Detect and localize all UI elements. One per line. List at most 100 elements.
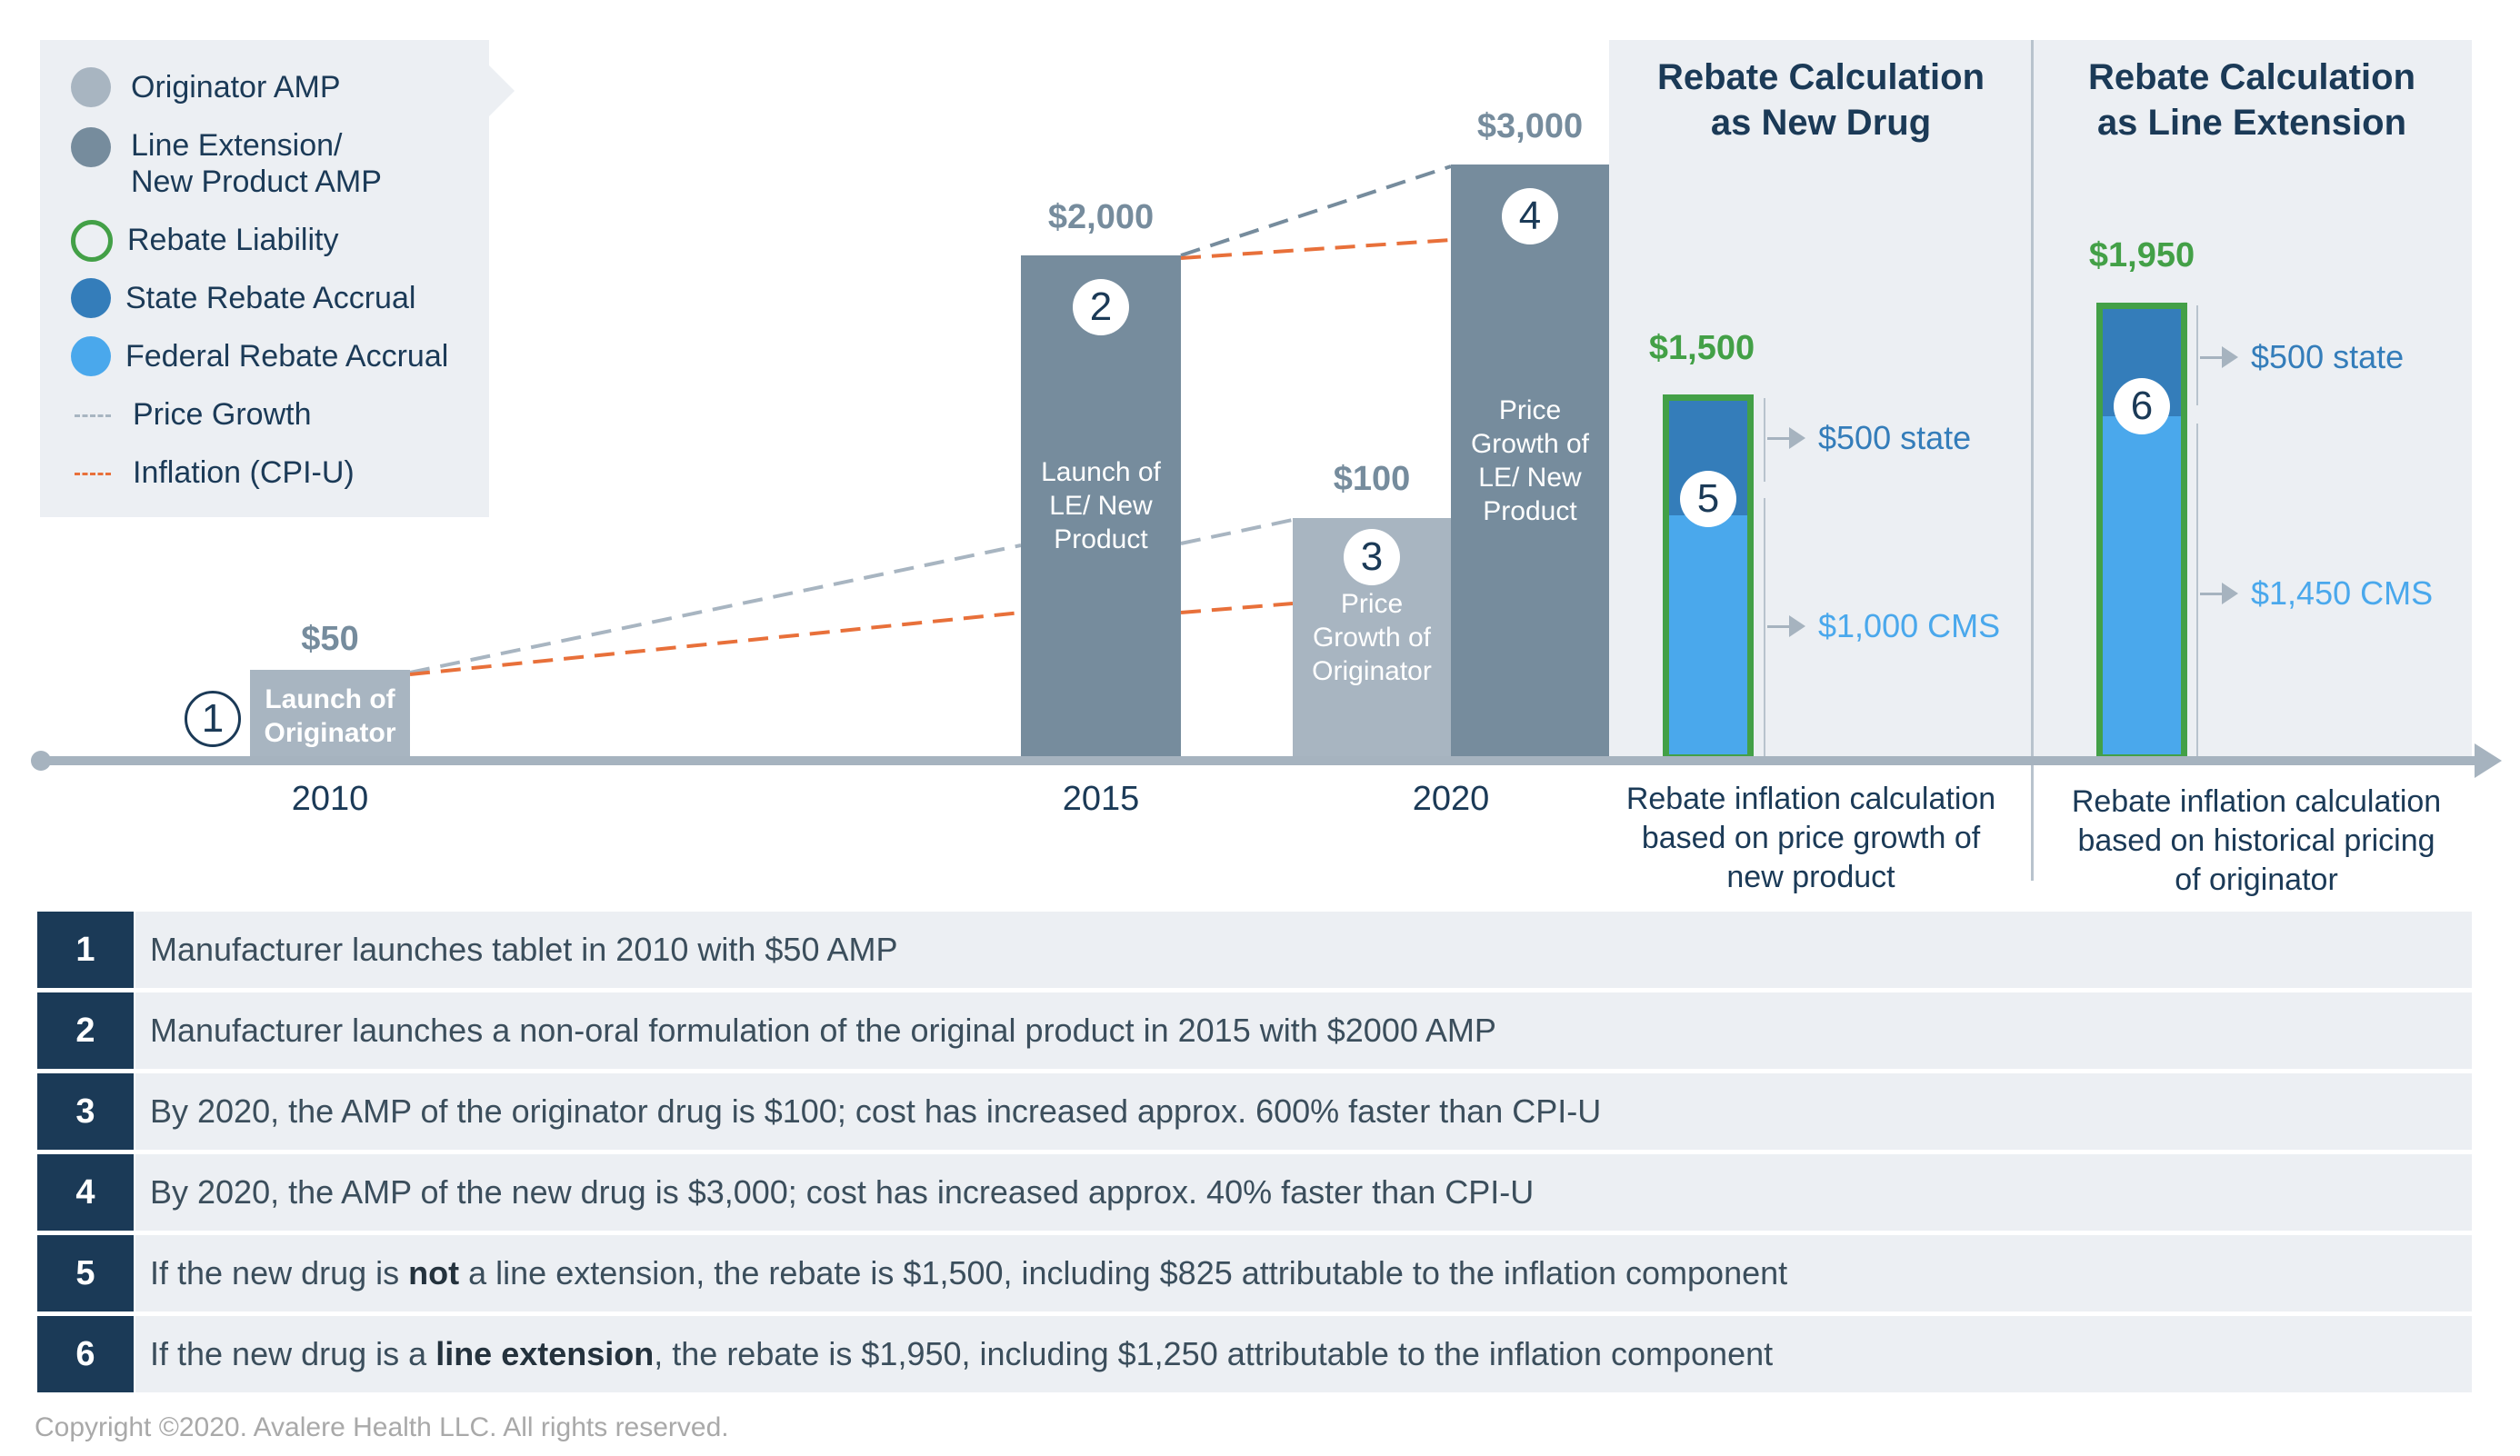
row-text-part: a line extension, the rebate is $1,500, … — [459, 1254, 1788, 1291]
price-label-new-product-2020: $3,000 — [1476, 107, 1584, 145]
row-text: Manufacturer launches tablet in 2010 wit… — [135, 912, 2472, 988]
row-number: 3 — [37, 1073, 134, 1150]
bar-caption-line: Originator — [1312, 656, 1432, 686]
legend-pointer — [489, 65, 515, 116]
state-amount-label: $500 state — [2251, 338, 2405, 375]
state-amount-label: $500 state — [1818, 419, 1972, 456]
table-row: 2 Manufacturer launches a non-oral formu… — [37, 992, 2472, 1069]
legend-label: Rebate Liability — [127, 223, 339, 257]
state-bracket — [1764, 398, 1765, 482]
step-marker-5: 5 — [1680, 471, 1736, 527]
bar-caption-line: Originator — [264, 718, 396, 748]
bar-caption: Price Growth of Originator — [1293, 587, 1451, 688]
bar-caption-line: Product — [1483, 496, 1577, 526]
panel-title-line: Rebate Calculation — [2087, 57, 2416, 97]
bar-caption-line: Growth of — [1470, 429, 1590, 459]
row-text: If the new drug is a line extension, the… — [135, 1316, 2472, 1392]
bar-caption-line: Product — [1054, 524, 1148, 554]
rebate-bar-line-extension — [2096, 303, 2187, 761]
panel-title-line: Rebate Calculation — [1656, 57, 1985, 97]
arrow-icon — [2200, 355, 2222, 359]
bar-caption-line: Growth of — [1312, 623, 1432, 653]
footnote-line: new product — [1726, 860, 1895, 894]
bar-caption-line: Price — [1498, 395, 1562, 425]
line-extension-swatch-icon — [71, 127, 111, 167]
legend-label: Price Growth — [133, 397, 312, 432]
legend-item-rebate-liability: Rebate Liability — [71, 220, 338, 262]
legend-label: Line Extension/New Product AMP — [131, 127, 382, 200]
table-row: 1 Manufacturer launches tablet in 2010 w… — [37, 912, 2472, 988]
bar-caption-line: LE/ New — [1049, 491, 1153, 521]
arrow-icon — [2200, 592, 2222, 595]
legend-item-originator-amp: Originator AMP — [71, 67, 341, 107]
row-text: By 2020, the AMP of the originator drug … — [135, 1073, 2472, 1150]
legend-label-line2: New Product AMP — [131, 165, 382, 199]
bar-caption-line: Launch of — [1041, 457, 1161, 487]
callout-federal-new-drug: $1,000 CMS — [1767, 607, 2000, 645]
federal-bracket — [1764, 498, 1765, 761]
callout-federal-line-extension: $1,450 CMS — [2200, 574, 2433, 613]
arrow-icon — [1767, 624, 1789, 628]
rebate-liability-swatch-icon — [71, 220, 113, 262]
bar-caption-line: Price — [1340, 589, 1404, 619]
row-text-part: , the rebate is $1,950, including $1,250… — [654, 1335, 1774, 1372]
row-text-part: Manufacturer launches a non-oral formula… — [150, 1012, 1496, 1049]
year-label-2010: 2010 — [291, 780, 369, 818]
panel-footnote-new-drug: Rebate inflation calculation based on pri… — [1602, 780, 2020, 897]
panel-divider — [2031, 40, 2034, 881]
footnote-line: Rebate inflation calculation — [1625, 782, 1996, 816]
bar-launch-of-originator: Launch of Originator — [250, 670, 410, 761]
table-row: 6 If the new drug is a line extension, t… — [37, 1316, 2472, 1392]
row-text-part: If the new drug is a — [150, 1335, 436, 1372]
arrow-head-icon — [1789, 615, 1805, 637]
bar-caption-line: Launch of — [265, 684, 395, 714]
step-marker-2: 2 — [1073, 279, 1129, 335]
legend-item-state-rebate: State Rebate Accrual — [71, 278, 415, 318]
panel-title-new-drug: Rebate Calculation as New Drug — [1621, 55, 2021, 145]
price-label-2010: $50 — [301, 620, 359, 658]
rebate-total-new-drug: $1,500 — [1648, 329, 1755, 367]
federal-amount-label: $1,450 CMS — [2251, 574, 2434, 612]
panel-footnote-line-extension: Rebate inflation calculation based on his… — [2047, 783, 2465, 900]
federal-amount-label: $1,000 CMS — [1818, 607, 2001, 644]
row-text-part: By 2020, the AMP of the new drug is $3,0… — [150, 1173, 1535, 1211]
row-text: Manufacturer launches a non-oral formula… — [135, 992, 2472, 1069]
legend: Originator AMP Line Extension/New Produc… — [40, 40, 489, 517]
callout-state-line-extension: $500 state — [2200, 338, 2404, 376]
legend-label: State Rebate Accrual — [125, 281, 416, 315]
footnote-line: Rebate inflation calculation — [2071, 784, 2442, 819]
step-marker-4: 4 — [1502, 188, 1558, 244]
year-label-2020: 2020 — [1412, 780, 1490, 818]
row-text-emphasis: not — [408, 1254, 460, 1291]
legend-label-line1: Line Extension/ — [131, 128, 343, 163]
timeline-axis — [42, 756, 2478, 765]
step-marker-3: 3 — [1344, 529, 1400, 585]
bar-caption: Price Growth of LE/ New Product — [1451, 394, 1609, 528]
price-growth-line-originator-2010-2015 — [409, 544, 1022, 674]
price-growth-line-originator-2015-2020 — [1180, 518, 1294, 545]
table-row: 3 By 2020, the AMP of the originator dru… — [37, 1073, 2472, 1150]
year-label-2015: 2015 — [1062, 780, 1140, 818]
price-growth-line-new-product — [1180, 165, 1452, 257]
copyright-notice: Copyright ©2020. Avalere Health LLC. All… — [35, 1412, 729, 1442]
row-text-part: If the new drug is — [150, 1254, 409, 1291]
state-rebate-swatch-icon — [71, 278, 111, 318]
footnote-line: of originator — [2175, 863, 2338, 897]
inflation-dash-icon — [75, 473, 111, 475]
price-growth-dash-icon — [75, 414, 111, 417]
price-label-2015: $2,000 — [1047, 198, 1155, 236]
legend-item-price-growth: Price Growth — [71, 396, 312, 433]
panel-title-line: as Line Extension — [2096, 103, 2407, 143]
rebate-total-line-extension: $1,950 — [2088, 236, 2195, 274]
callout-state-new-drug: $500 state — [1767, 419, 1971, 457]
arrow-head-icon — [2222, 583, 2238, 604]
panel-title-line-extension: Rebate Calculation as Line Extension — [2052, 55, 2452, 145]
bar-price-growth-of-le-new-product: 4 Price Growth of LE/ New Product — [1451, 165, 1609, 761]
originator-swatch-icon — [71, 67, 111, 107]
legend-item-federal-rebate: Federal Rebate Accrual — [71, 336, 448, 376]
row-number: 6 — [37, 1316, 134, 1392]
bar-caption: Launch of LE/ New Product — [1021, 455, 1181, 556]
row-number: 1 — [37, 912, 134, 988]
footnote-line: based on historical pricing — [2077, 823, 2435, 858]
arrow-head-icon — [1789, 427, 1805, 449]
